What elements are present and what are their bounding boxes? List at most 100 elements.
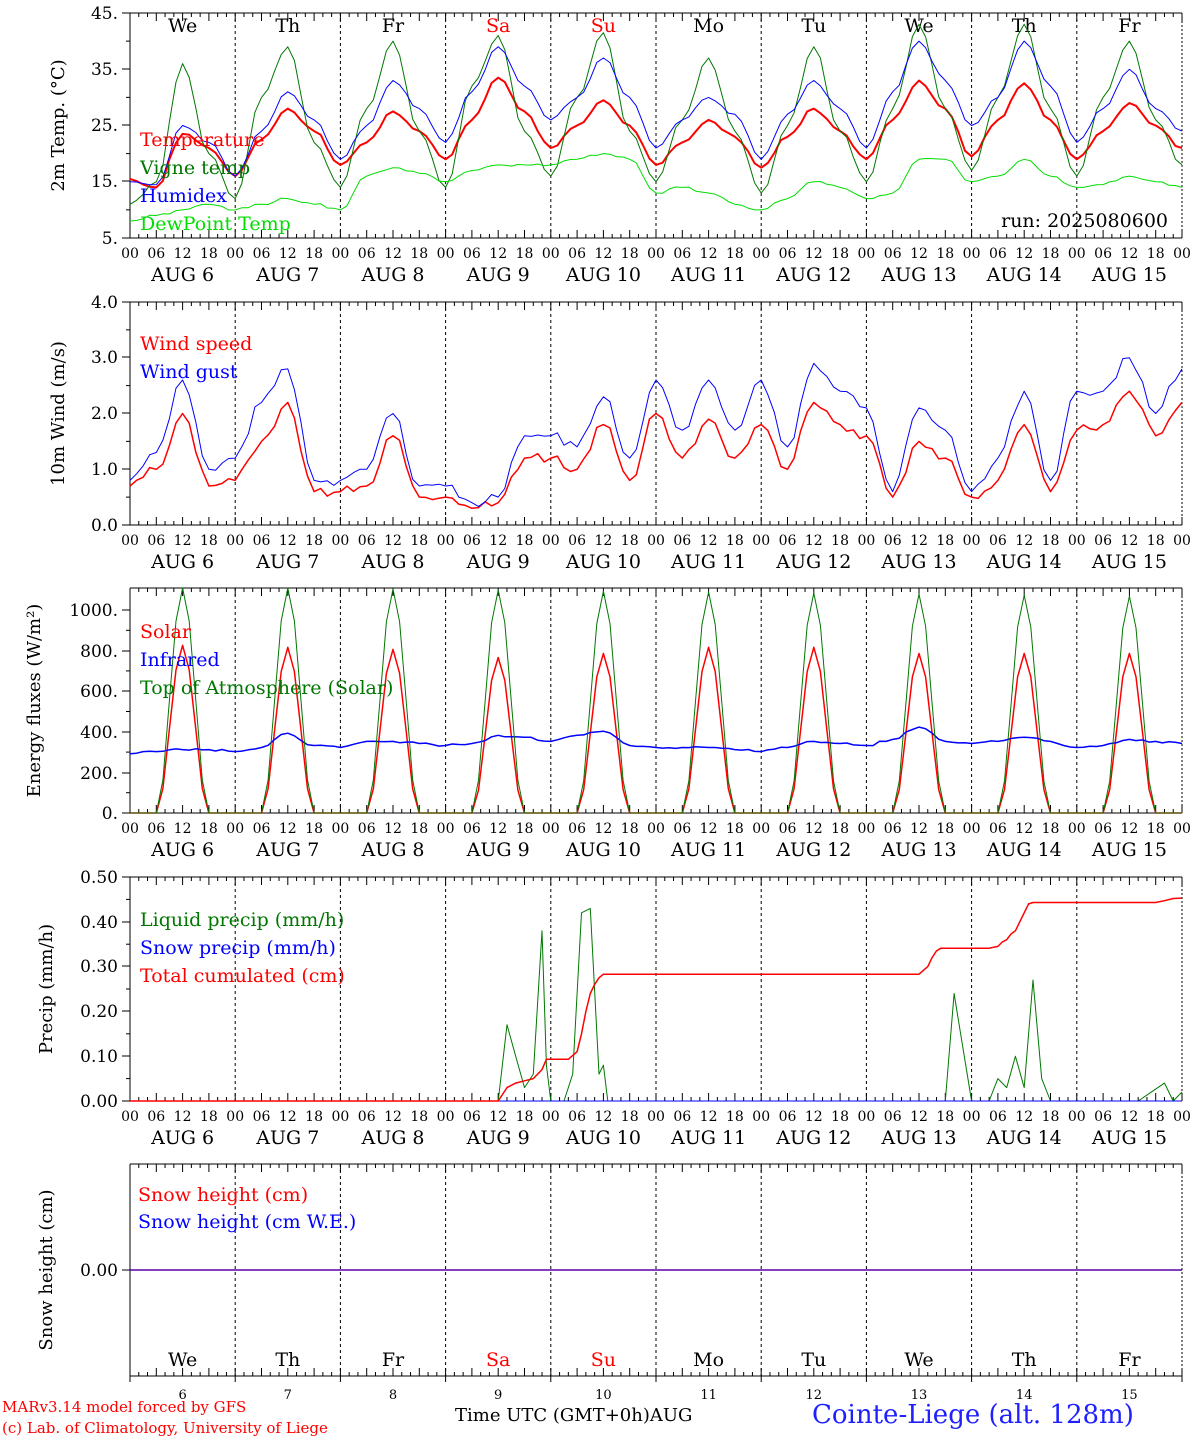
hour-tick-label: 00: [331, 821, 349, 837]
hour-tick-label: 06: [989, 1109, 1007, 1125]
hour-tick-label: 18: [621, 821, 639, 837]
hour-tick-label: 06: [1094, 533, 1112, 549]
hour-tick-label: 00: [437, 1109, 455, 1125]
hour-tick-label: 06: [358, 246, 376, 262]
hour-tick-label: 12: [384, 821, 402, 837]
hour-tick-label: 12: [1120, 533, 1138, 549]
hour-tick-label: 06: [673, 821, 691, 837]
series-line: [130, 587, 1182, 814]
hour-tick-label: 00: [1173, 821, 1191, 837]
y-tick-label: 0.00: [80, 1092, 118, 1112]
hour-tick-label: 18: [200, 1109, 218, 1125]
hour-tick-label: 18: [936, 246, 954, 262]
hour-tick-label: 12: [1120, 1109, 1138, 1125]
hour-tick-label: 00: [963, 821, 981, 837]
hour-tick-label: 06: [568, 1109, 586, 1125]
legend-entry: Humidex: [140, 185, 227, 207]
hour-tick-label: 00: [857, 533, 875, 549]
hour-tick-label: 12: [700, 246, 718, 262]
weekday-label: We: [904, 1349, 933, 1371]
weekday-label: Th: [1012, 1349, 1037, 1371]
hour-tick-label: 00: [331, 1109, 349, 1125]
weekday-label: We: [168, 15, 197, 37]
hour-tick-label: 18: [831, 1109, 849, 1125]
y-tick-label: 4.0: [91, 293, 118, 313]
legend-entry: Wind speed: [140, 333, 252, 355]
hour-tick-label: 12: [489, 246, 507, 262]
weekday-label: Fr: [382, 15, 405, 37]
legend-entry: Top of Atmosphere (Solar): [140, 677, 393, 699]
day-number-label: 8: [389, 1388, 397, 1403]
series-line: [129, 726, 1183, 755]
date-label: AUG 11: [670, 839, 746, 861]
y-tick-label: 1000.: [69, 601, 118, 621]
hour-tick-label: 06: [147, 533, 165, 549]
hour-tick-label: 12: [594, 246, 612, 262]
date-label: AUG 14: [986, 264, 1062, 286]
date-label: AUG 6: [150, 551, 214, 573]
hour-tick-label: 12: [594, 1109, 612, 1125]
hour-tick-label: 06: [463, 1109, 481, 1125]
legend-entry: Wind gust: [140, 361, 238, 383]
y-tick-label: 5.: [102, 229, 118, 249]
day-number-label: 12: [806, 1388, 823, 1403]
hour-tick-label: 00: [226, 533, 244, 549]
hour-tick-label: 06: [673, 533, 691, 549]
date-label: AUG 12: [775, 839, 851, 861]
hour-tick-label: 00: [542, 533, 560, 549]
hour-tick-label: 00: [857, 1109, 875, 1125]
y-tick-label: 0.30: [80, 957, 118, 977]
hour-tick-label: 18: [1042, 821, 1060, 837]
hour-tick-label: 00: [963, 1109, 981, 1125]
panel-3: 0. 200. 400. 600. 800. 1000. Energy fluxes (W/…: [24, 587, 1191, 861]
legend-entry: Infrared: [140, 649, 220, 671]
y-axis-label: Precip (mm/h): [36, 924, 57, 1054]
hour-tick-label: 00: [437, 246, 455, 262]
y-tick-label: 1.0: [91, 460, 118, 480]
day-number-label: 14: [1016, 1388, 1033, 1403]
series-line: [129, 153, 1183, 222]
hour-tick-label: 18: [200, 246, 218, 262]
hour-tick-label: 18: [305, 533, 323, 549]
weekday-label: Mo: [693, 15, 724, 37]
hour-tick-label: 12: [279, 533, 297, 549]
hour-tick-label: 06: [568, 533, 586, 549]
hour-tick-label: 12: [489, 1109, 507, 1125]
date-label: AUG 10: [565, 839, 641, 861]
hour-tick-label: 06: [463, 821, 481, 837]
date-label: AUG 11: [670, 551, 746, 573]
hour-tick-label: 06: [884, 246, 902, 262]
date-label: AUG 9: [466, 264, 530, 286]
hour-tick-label: 06: [147, 246, 165, 262]
weekday-label: Th: [275, 15, 300, 37]
legend-entry: DewPoint Temp: [140, 213, 291, 235]
date-label: AUG 11: [670, 264, 746, 286]
hour-tick-label: 18: [621, 1109, 639, 1125]
hour-tick-label: 12: [910, 821, 928, 837]
day-number-label: 7: [284, 1388, 292, 1403]
hour-tick-label: 18: [621, 533, 639, 549]
date-label: AUG 10: [565, 551, 641, 573]
hour-tick-label: 12: [805, 533, 823, 549]
hour-tick-label: 18: [410, 1109, 428, 1125]
hour-tick-label: 06: [673, 246, 691, 262]
hour-tick-label: 00: [1173, 1109, 1191, 1125]
hour-tick-label: 00: [121, 533, 139, 549]
day-number-label: 6: [178, 1388, 186, 1403]
hour-tick-label: 18: [1042, 533, 1060, 549]
hour-tick-label: 18: [936, 533, 954, 549]
y-tick-label: 0.20: [80, 1002, 118, 1022]
hour-tick-label: 18: [726, 1109, 744, 1125]
hour-tick-label: 00: [331, 533, 349, 549]
y-tick-label: 25.: [91, 116, 118, 136]
hour-tick-label: 12: [1015, 246, 1033, 262]
hour-tick-label: 12: [805, 1109, 823, 1125]
weekday-label: Sa: [486, 1349, 510, 1371]
series-line: [129, 23, 1183, 205]
hour-tick-label: 12: [594, 533, 612, 549]
series-line: [129, 390, 1183, 510]
hour-tick-label: 18: [516, 533, 534, 549]
date-label: AUG 7: [255, 264, 319, 286]
hour-tick-label: 18: [516, 821, 534, 837]
hour-tick-label: 12: [1015, 533, 1033, 549]
